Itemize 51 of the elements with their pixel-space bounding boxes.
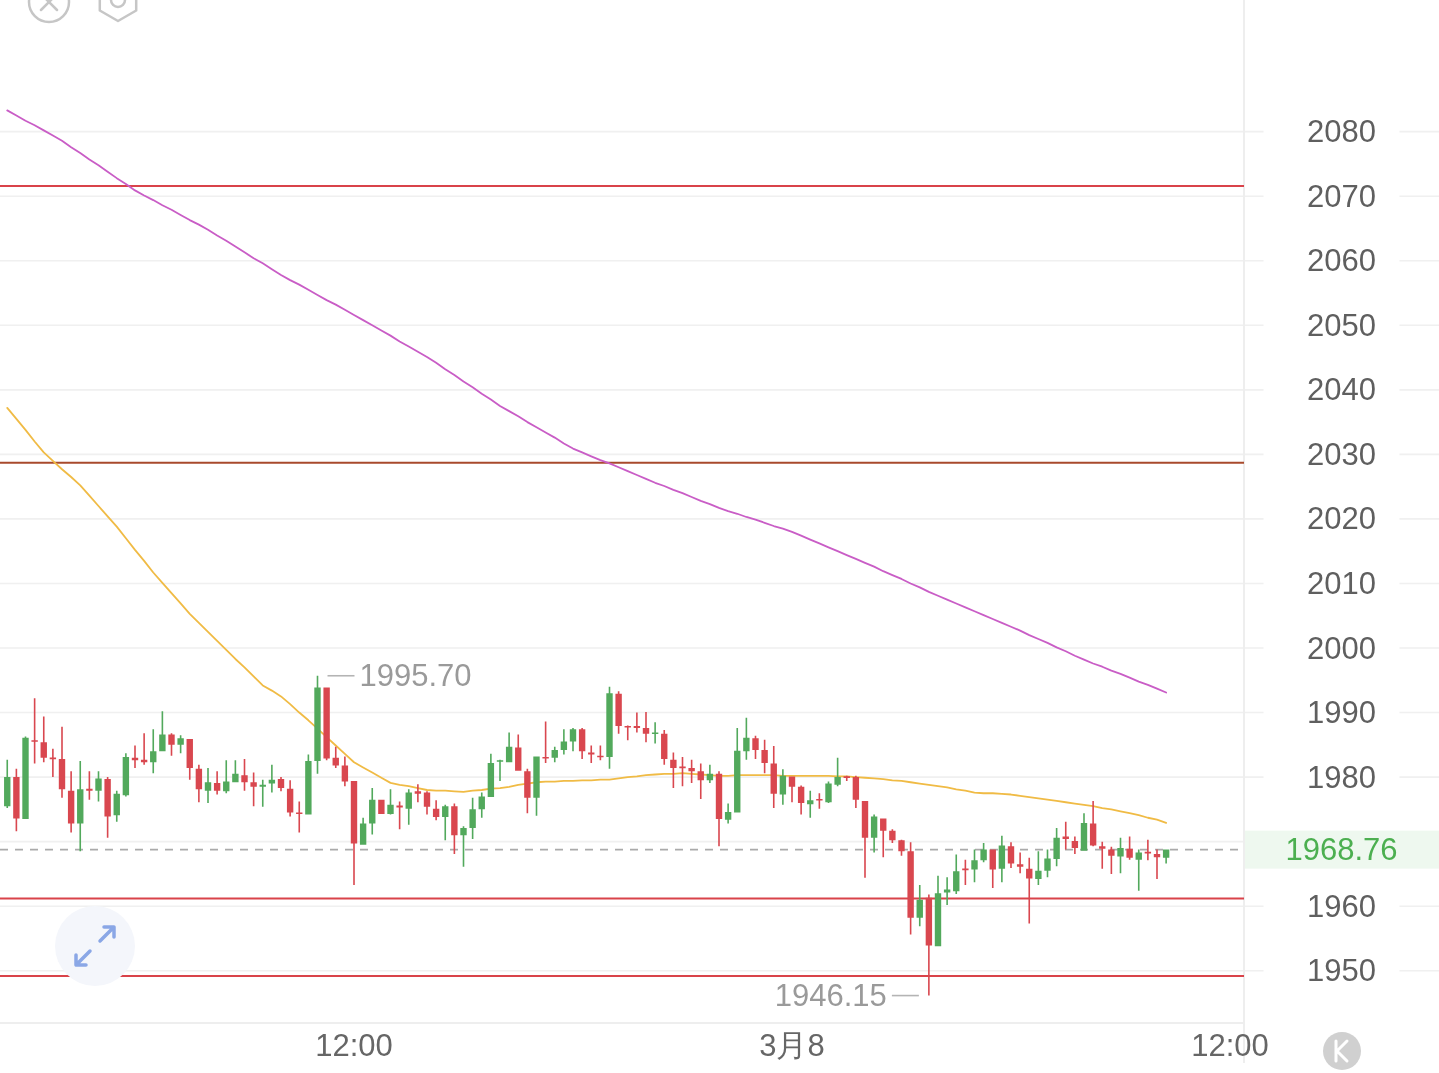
x-tick-label: 12:00 xyxy=(315,1027,393,1063)
annotation: 1946.15 xyxy=(774,978,887,1014)
candlestick xyxy=(150,729,157,774)
y-tick-label: 2010 xyxy=(1307,565,1376,601)
candlestick xyxy=(213,771,221,795)
x-tick-label: 3月8 xyxy=(759,1027,825,1063)
candlestick xyxy=(414,784,422,803)
candlestick xyxy=(442,804,449,841)
y-tick-label: 2070 xyxy=(1307,178,1376,214)
candlestick xyxy=(807,790,814,818)
y-tick-label: 2080 xyxy=(1307,114,1376,150)
x-tick-label: 12:00 xyxy=(1191,1027,1269,1063)
y-tick-label: 1950 xyxy=(1307,953,1376,989)
candlestick xyxy=(880,818,887,858)
y-tick-label: 2060 xyxy=(1307,243,1376,279)
candlestick xyxy=(1135,849,1142,891)
y-tick-label: 2030 xyxy=(1307,436,1376,472)
candlestick xyxy=(1016,852,1024,874)
candlestick xyxy=(633,712,641,733)
y-tick-label: 2020 xyxy=(1307,501,1376,537)
y-tick-label: 1960 xyxy=(1307,888,1376,924)
candlestick xyxy=(140,733,148,765)
candlestick xyxy=(268,764,276,793)
y-tick-label: 2050 xyxy=(1307,307,1376,343)
candlestick xyxy=(296,801,303,833)
candlestick xyxy=(49,748,57,778)
candlestick xyxy=(642,711,650,743)
candlestick xyxy=(131,745,139,769)
y-tick-label: 1990 xyxy=(1307,695,1376,731)
candlestick xyxy=(204,768,212,803)
candlestick xyxy=(1062,821,1069,850)
ref-line-label: 1968.76 xyxy=(1285,832,1398,868)
candlestick xyxy=(1144,839,1152,861)
y-tick-label: 1980 xyxy=(1307,759,1376,795)
line-series xyxy=(6,109,1168,694)
candlestick xyxy=(496,759,504,781)
candlestick xyxy=(1099,841,1106,869)
line-series xyxy=(6,407,1168,824)
y-tick-label: 2000 xyxy=(1307,630,1376,666)
candlestick xyxy=(651,722,659,744)
candlestick xyxy=(1153,849,1161,880)
candlestick xyxy=(259,779,266,807)
candlestick xyxy=(697,763,704,800)
y-tick-label: 2040 xyxy=(1307,372,1376,408)
candlestick xyxy=(624,725,631,741)
candlestick xyxy=(788,776,796,803)
candlestick xyxy=(843,775,850,781)
annotation: 1995.70 xyxy=(359,658,472,694)
candlestick xyxy=(40,716,47,763)
candlestick xyxy=(588,745,595,763)
candlestick xyxy=(943,877,951,905)
